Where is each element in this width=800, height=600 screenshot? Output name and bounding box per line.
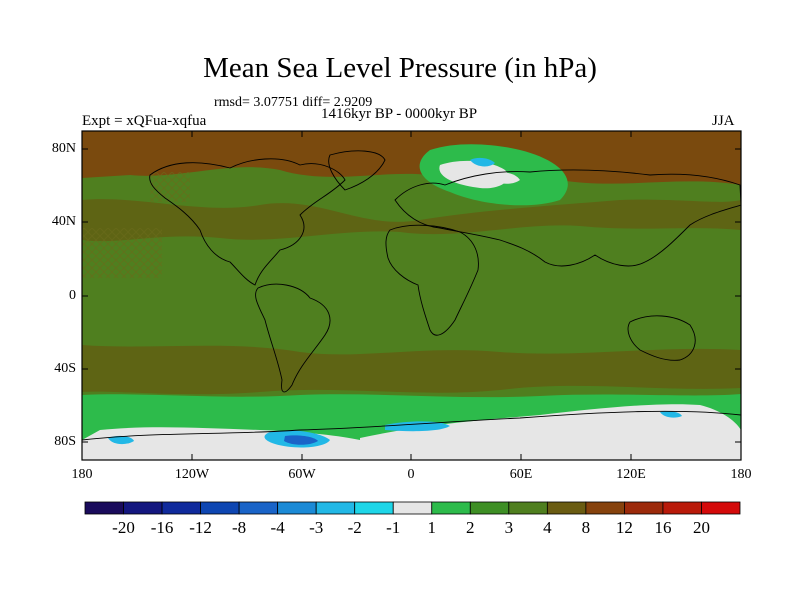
- colorbar-swatch: [123, 501, 163, 515]
- lat-label-40s: 40S: [54, 361, 76, 376]
- rmsd-diff-stats: rmsd= 3.07751 diff= 2.9209: [214, 95, 373, 110]
- colorbar-label: -4: [270, 518, 285, 537]
- lon-label-180e: 180: [730, 467, 752, 482]
- scandinavia-low: [470, 157, 495, 167]
- colorbar-swatch: [624, 501, 664, 515]
- lat-label-80n: 80N: [51, 141, 76, 156]
- colorbar-label: -16: [150, 518, 174, 537]
- colorbar-swatch: [354, 501, 394, 515]
- period-label: 1416kyr BP - 0000kyr BP: [321, 106, 478, 122]
- colorbar-label: 8: [581, 518, 591, 537]
- ross-sea-deep-low: [284, 435, 318, 445]
- colorbar-swatch: [84, 501, 124, 515]
- colorbar-swatch: [469, 501, 510, 515]
- lon-label-0: 0: [407, 467, 415, 482]
- midlat-band-north: [82, 199, 741, 242]
- lon-label-60e: 60E: [509, 467, 533, 482]
- colorbar-swatch: [431, 501, 471, 515]
- colorbar-swatch: [662, 501, 702, 515]
- eurasia-outline: [394, 169, 741, 267]
- colorbar-swatch: [508, 501, 548, 515]
- lat-label-40n: 40N: [51, 214, 76, 229]
- colorbar-label: 3: [504, 518, 514, 537]
- coastlines: [82, 150, 741, 441]
- greenland-outline: [328, 150, 386, 191]
- lon-label-60w: 60W: [288, 467, 316, 482]
- pressure-field: [82, 131, 741, 460]
- south-america-outline: [255, 283, 331, 393]
- colorbar-label: -12: [189, 518, 212, 537]
- colorbar-swatch: [161, 501, 201, 515]
- experiment-label: Expt = xQFua-xqfua: [82, 113, 207, 129]
- scandinavia-near-zero: [439, 160, 509, 189]
- colorbar-swatch: [200, 501, 240, 515]
- colorbar-swatch: [238, 501, 279, 515]
- lon-label-120e: 120E: [616, 467, 646, 482]
- east-antarctic-low: [660, 411, 682, 418]
- colorbar-swatch: [546, 501, 587, 515]
- chart-title: Mean Sea Level Pressure (in hPa): [203, 52, 597, 84]
- colorbar-label: 20: [692, 518, 710, 537]
- season-label: JJA: [712, 113, 735, 129]
- hatched-region-pacific: [82, 228, 162, 278]
- colorbar-label: -20: [112, 518, 135, 537]
- colorbar-label: 1: [427, 518, 437, 537]
- colorbar-swatch: [392, 501, 433, 515]
- lon-label-120w: 120W: [174, 467, 210, 482]
- colorbar-swatch: [277, 501, 317, 515]
- colorbar-label: 2: [466, 518, 475, 537]
- australia-outline: [627, 315, 696, 361]
- colorbar-label: 4: [543, 518, 552, 537]
- arctic-high-region: [82, 131, 741, 185]
- colorbar-label: 16: [654, 518, 672, 537]
- amundsen-low: [108, 435, 134, 445]
- north-america-outline: [149, 158, 346, 286]
- antarctica-outline: [82, 410, 741, 441]
- colorbar-swatch: [585, 501, 625, 515]
- colorbar-label: -3: [309, 518, 324, 537]
- midlat-band-south: [82, 345, 741, 395]
- colorbar-label: -8: [232, 518, 247, 537]
- colorbar-swatch: [315, 501, 356, 515]
- east-antarctica-near-zero: [360, 404, 741, 460]
- colorbar-label: 12: [615, 518, 633, 537]
- barents-near-zero: [488, 172, 520, 184]
- weddell-low: [385, 421, 450, 432]
- lon-label-180w: 180: [71, 467, 93, 482]
- lat-label-0: 0: [69, 288, 76, 303]
- colorbar: [84, 501, 741, 515]
- colorbar-label: -1: [386, 518, 401, 537]
- lat-label-80s: 80S: [54, 434, 76, 449]
- hatched-region-alaska: [150, 172, 190, 202]
- colorbar-swatch: [701, 501, 741, 515]
- axis-ticks: [81, 131, 742, 460]
- colorbar-label: -2: [347, 518, 362, 537]
